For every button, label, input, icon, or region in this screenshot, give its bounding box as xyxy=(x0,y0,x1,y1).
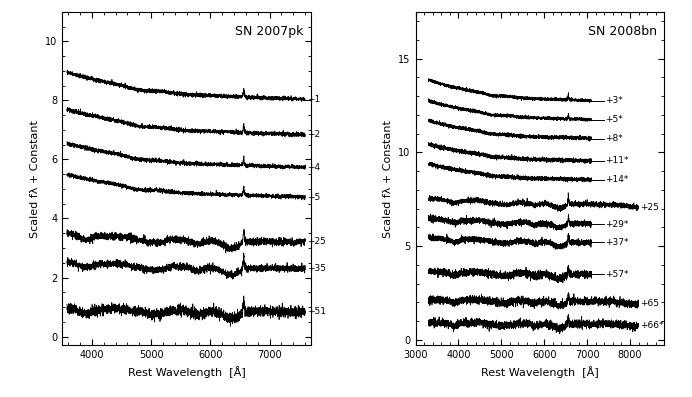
Y-axis label: Scaled fλ + Constant: Scaled fλ + Constant xyxy=(30,120,39,237)
Text: +35: +35 xyxy=(307,264,327,273)
X-axis label: Rest Wavelength  [Å]: Rest Wavelength [Å] xyxy=(481,366,599,378)
Text: +37*: +37* xyxy=(606,238,629,247)
Text: +25: +25 xyxy=(307,237,327,246)
Text: +25: +25 xyxy=(640,203,659,212)
Text: SN 2008bn: SN 2008bn xyxy=(588,25,657,38)
Y-axis label: Scaled fλ + Constant: Scaled fλ + Constant xyxy=(383,120,393,237)
Text: +5: +5 xyxy=(307,193,321,202)
Text: +14*: +14* xyxy=(606,175,629,185)
Text: +1: +1 xyxy=(307,94,321,104)
Text: +65: +65 xyxy=(640,299,659,308)
Text: +29*: +29* xyxy=(606,220,629,229)
Text: +2: +2 xyxy=(307,130,320,139)
Text: +5*: +5* xyxy=(606,115,623,124)
Text: +8*: +8* xyxy=(606,134,623,143)
Text: +11*: +11* xyxy=(606,156,629,165)
Text: +4: +4 xyxy=(307,163,320,172)
X-axis label: Rest Wavelength  [Å]: Rest Wavelength [Å] xyxy=(128,366,246,378)
Text: SN 2007pk: SN 2007pk xyxy=(235,25,304,38)
Text: +66*: +66* xyxy=(640,322,664,330)
Text: +3*: +3* xyxy=(606,96,623,105)
Text: +57*: +57* xyxy=(606,270,629,279)
Text: +51: +51 xyxy=(307,307,327,316)
